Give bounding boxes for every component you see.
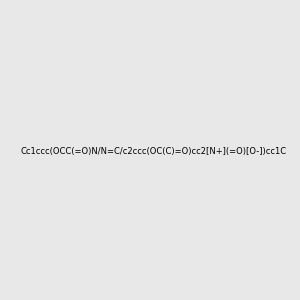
Text: Cc1ccc(OCC(=O)N/N=C/c2ccc(OC(C)=O)cc2[N+](=O)[O-])cc1C: Cc1ccc(OCC(=O)N/N=C/c2ccc(OC(C)=O)cc2[N+… <box>21 147 287 156</box>
